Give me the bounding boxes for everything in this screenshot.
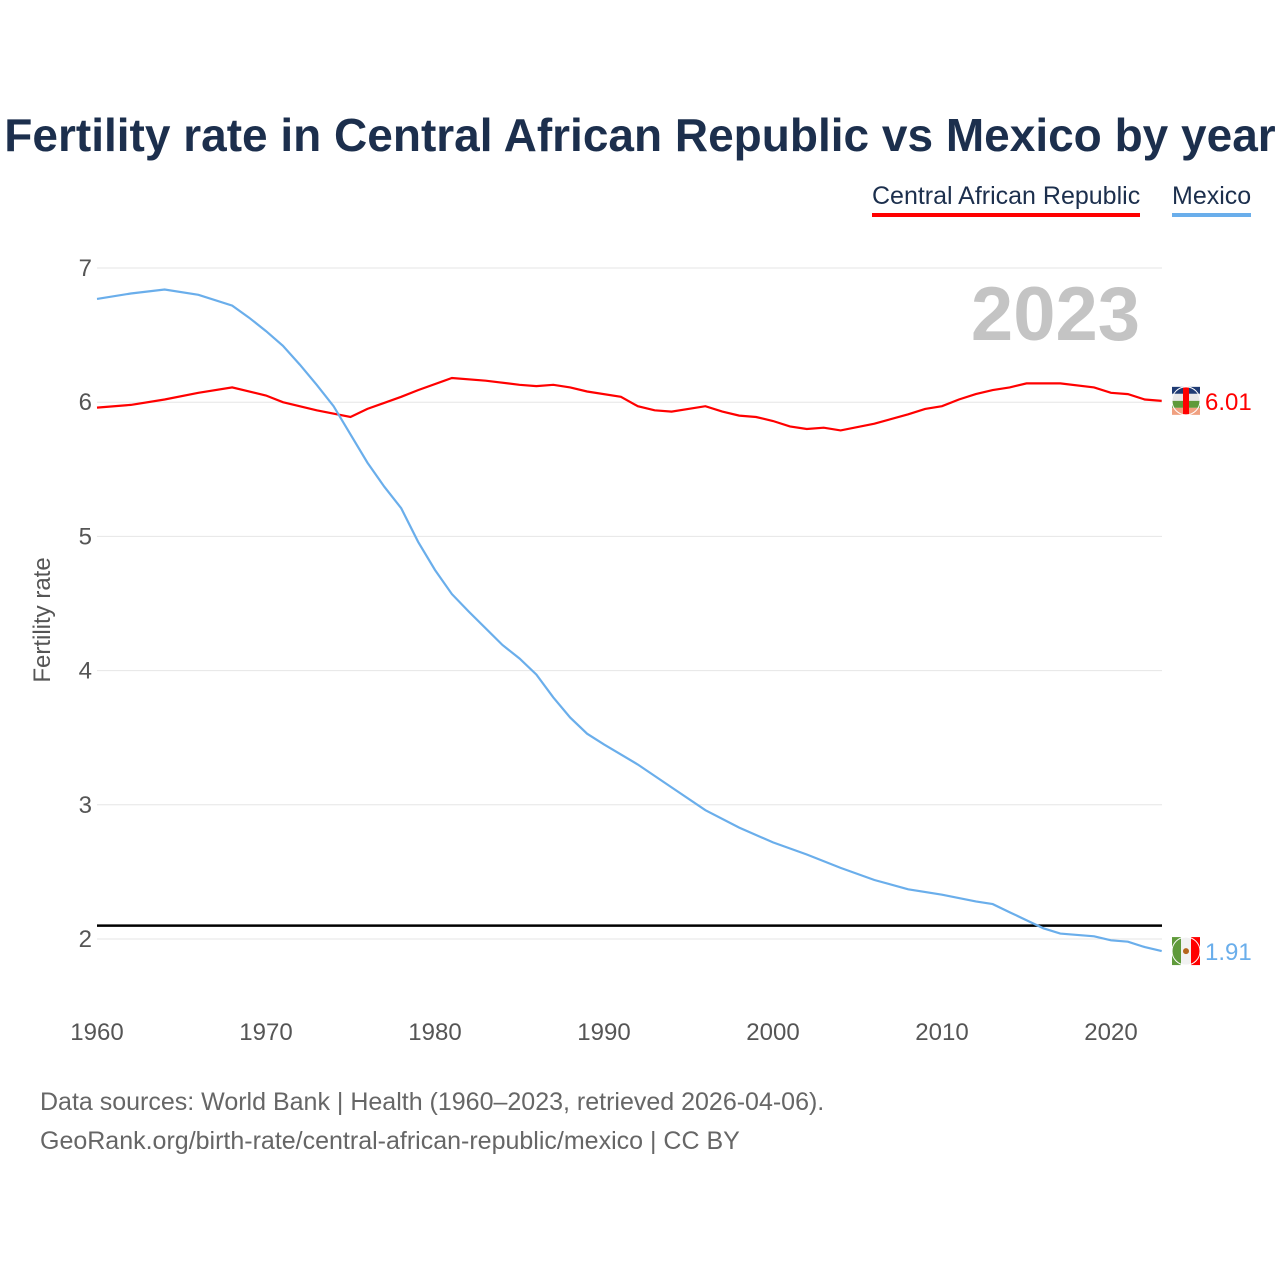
end-value-label: 6.01 bbox=[1205, 389, 1252, 416]
flag-border bbox=[1171, 386, 1201, 416]
flag-stripe bbox=[1172, 937, 1181, 966]
x-tick-label: 2020 bbox=[1084, 1019, 1137, 1046]
series-line-central-african-republic bbox=[96, 376, 1162, 432]
source-text: Data sources: World Bank | Health (1960–… bbox=[40, 1088, 825, 1116]
flag-border bbox=[1171, 936, 1201, 966]
x-tick-label: 1990 bbox=[577, 1019, 630, 1046]
y-tick-label: 5 bbox=[79, 523, 92, 550]
chart-title: Fertility rate in Central African Republ… bbox=[4, 109, 1276, 161]
x-tick-label: 1980 bbox=[408, 1019, 461, 1046]
y-axis-label: Fertility rate bbox=[29, 557, 56, 682]
legend-mexico[interactable]: Mexico bbox=[1172, 182, 1252, 217]
flag-icon-mexico bbox=[1171, 936, 1201, 966]
y-tick-label: 4 bbox=[79, 658, 92, 685]
y-tick-label: 2 bbox=[79, 926, 92, 953]
y-tick-label: 3 bbox=[79, 792, 92, 819]
end-value-label: 1.91 bbox=[1205, 939, 1252, 966]
series-line-mexico bbox=[96, 288, 1162, 953]
flag-emblem bbox=[1183, 948, 1189, 955]
x-tick-label: 1970 bbox=[239, 1019, 292, 1046]
flag-stripe bbox=[1191, 937, 1200, 966]
flag-icon-central-african-republic bbox=[1171, 386, 1201, 416]
flag-stripe bbox=[1183, 386, 1189, 415]
x-tick-label: 2000 bbox=[746, 1019, 799, 1046]
legend-central-african-republic[interactable]: Central African Republic bbox=[872, 182, 1141, 217]
y-tick-label: 6 bbox=[79, 389, 92, 416]
x-tick-label: 2010 bbox=[915, 1019, 968, 1046]
source-url: GeoRank.org/birth-rate/central-african-r… bbox=[40, 1127, 740, 1155]
year-watermark: 2023 bbox=[971, 272, 1140, 357]
y-tick-label: 7 bbox=[79, 255, 92, 282]
x-tick-label: 1960 bbox=[70, 1019, 123, 1046]
